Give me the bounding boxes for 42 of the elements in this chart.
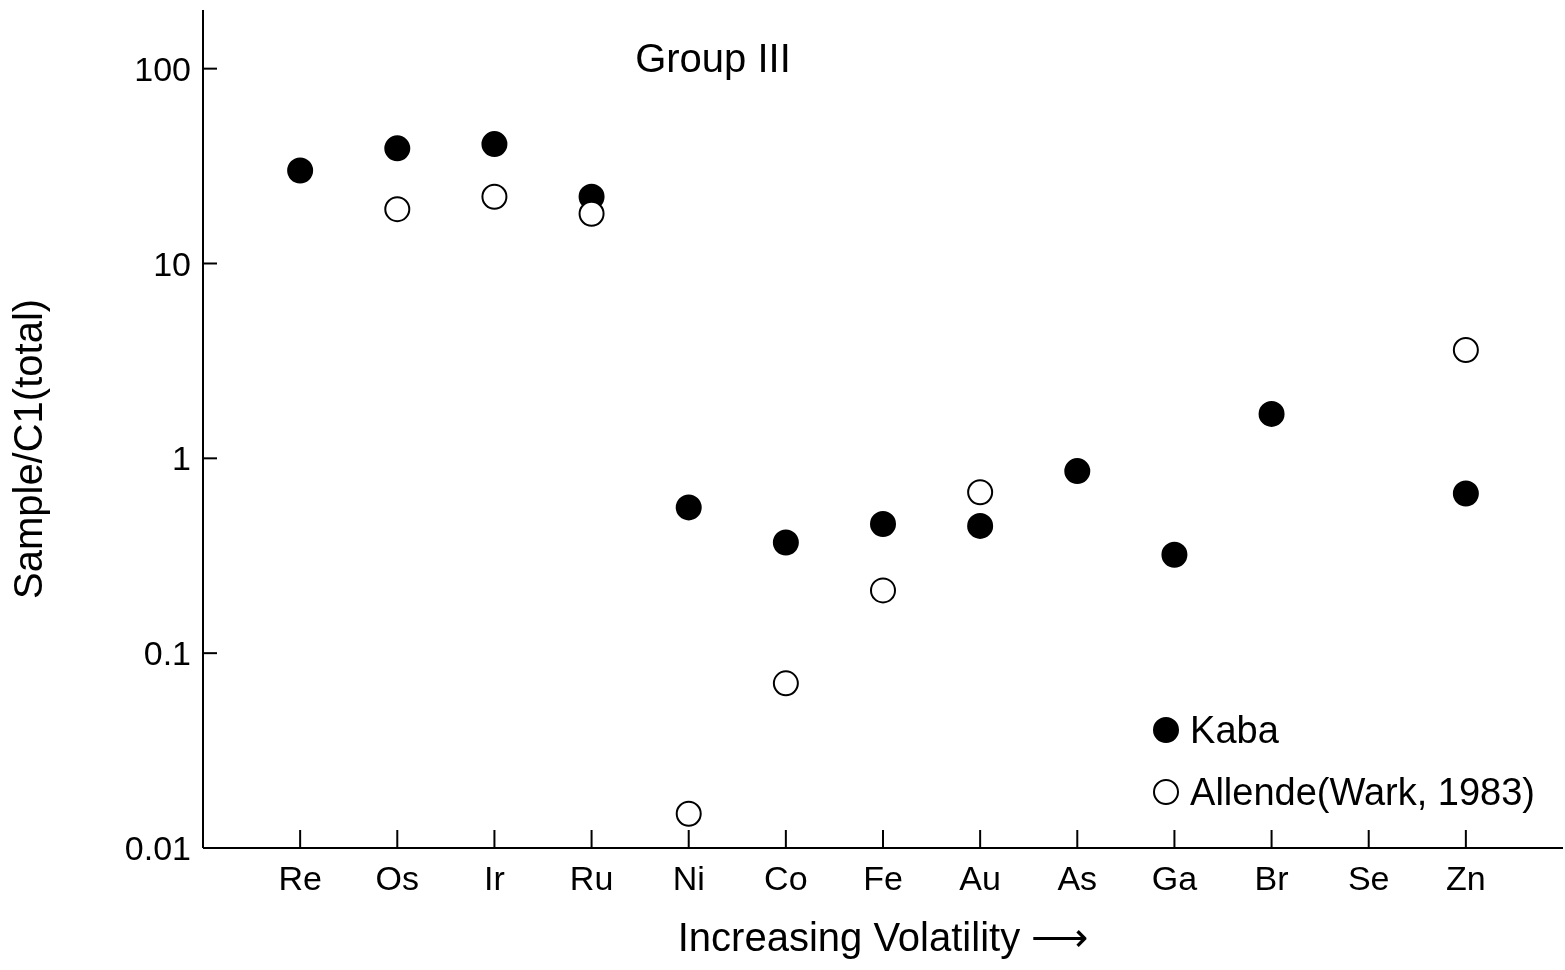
point xyxy=(384,196,411,223)
point xyxy=(287,157,314,184)
x-tick-label: Co xyxy=(764,859,808,898)
x-tick-label: Se xyxy=(1347,859,1390,898)
x-tick-label: Ru xyxy=(569,859,614,898)
legend-label: Allende(Wark, 1983) xyxy=(1190,770,1535,815)
point xyxy=(578,200,605,227)
x-tick-label: Os xyxy=(375,859,420,898)
y-tick-label: 100 xyxy=(134,49,191,88)
x-tick-label: Fe xyxy=(863,859,903,898)
y-tick-label: 1 xyxy=(172,439,191,478)
legend-label: Kaba xyxy=(1190,708,1279,753)
point xyxy=(1064,458,1091,485)
y-tick-label: 0.1 xyxy=(143,634,191,673)
x-tick-label: Br xyxy=(1254,859,1289,898)
x-tick-label: Zn xyxy=(1446,859,1486,898)
point xyxy=(675,800,702,827)
point xyxy=(967,512,994,539)
text: Group III xyxy=(635,36,791,80)
point xyxy=(772,529,799,556)
point xyxy=(772,670,799,697)
y-axis-title: Sample/C1(total) xyxy=(6,298,51,599)
point xyxy=(1452,336,1479,363)
point xyxy=(1452,480,1479,507)
point xyxy=(481,131,508,158)
point xyxy=(384,135,411,162)
x-tick-label: Au xyxy=(959,859,1001,898)
point xyxy=(1161,541,1188,568)
point xyxy=(870,577,896,604)
x-tick-label: Ga xyxy=(1151,859,1198,898)
point xyxy=(675,494,702,521)
x-axis-title: Increasing Volatility ⟶ xyxy=(677,915,1089,959)
point xyxy=(481,183,508,210)
y-tick-label: 0.01 xyxy=(124,829,191,868)
x-tick-label: Ir xyxy=(484,859,505,898)
point xyxy=(1258,400,1285,427)
point xyxy=(870,511,896,538)
x-tick-label: Re xyxy=(278,859,322,898)
y-tick-label: 10 xyxy=(153,244,191,283)
x-tick-label: Ni xyxy=(672,859,705,898)
x-tick-label: As xyxy=(1057,859,1098,898)
point xyxy=(967,479,994,506)
